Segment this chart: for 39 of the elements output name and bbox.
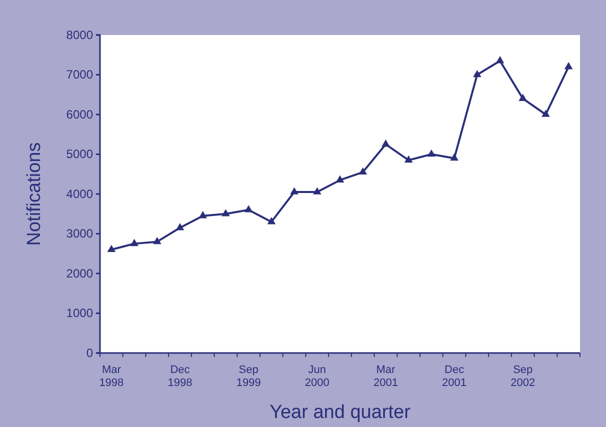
point xyxy=(472,70,482,78)
point xyxy=(427,149,436,157)
x-tick-label: Sep 1999 xyxy=(236,364,261,389)
x-tick-label: Jun 2000 xyxy=(304,364,330,389)
y-tick-label: 5000 xyxy=(66,147,94,162)
point xyxy=(450,153,458,161)
point xyxy=(518,94,528,102)
point xyxy=(404,155,413,163)
point xyxy=(336,175,344,182)
point xyxy=(267,217,276,224)
y-tick-label: 4000 xyxy=(66,186,94,201)
point xyxy=(222,209,230,216)
point xyxy=(244,205,253,212)
x-tick-label: Mar 1998 xyxy=(99,364,124,389)
point xyxy=(130,238,138,246)
point xyxy=(312,187,322,194)
y-tick-label: 0 xyxy=(86,346,94,360)
point xyxy=(382,140,390,147)
point xyxy=(198,211,208,218)
point xyxy=(290,187,298,194)
x-tick-label: Dec 1998 xyxy=(168,364,192,389)
point xyxy=(496,56,504,64)
x-axis-title: Year and quarter xyxy=(270,402,412,423)
y-tick-label: 2000 xyxy=(66,266,94,280)
point xyxy=(152,236,162,244)
x-tick-label: Mar 2001 xyxy=(373,364,398,389)
y-tick-label: 1000 xyxy=(66,306,94,320)
point xyxy=(176,222,184,230)
x-tick-label: Dec 2001 xyxy=(442,364,467,389)
point xyxy=(107,244,116,252)
point xyxy=(542,110,550,117)
x-tick-label: Sep 2002 xyxy=(510,364,536,389)
point xyxy=(358,167,368,175)
y-tick-label: 8000 xyxy=(66,28,94,42)
y-axis-title: Notifications xyxy=(24,142,45,246)
y-tick-label: 7000 xyxy=(66,68,94,82)
y-tick-label: 3000 xyxy=(66,226,94,241)
point xyxy=(564,62,573,70)
y-tick-label: 6000 xyxy=(66,107,94,122)
